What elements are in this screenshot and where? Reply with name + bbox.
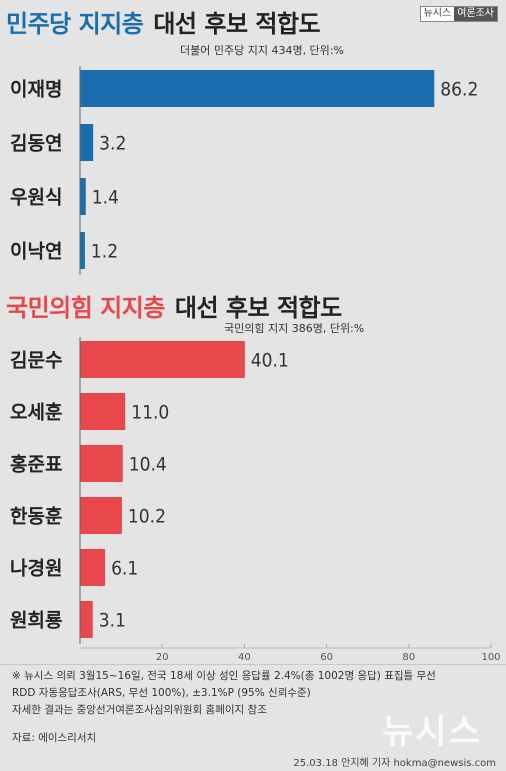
- bottom-x-tick-label: 20: [156, 652, 169, 663]
- bottom-title-party: 국민의힘 지지층: [6, 294, 165, 322]
- bottom-x-tick-label: 60: [320, 652, 333, 663]
- bottom-value-label: 11.0: [131, 402, 169, 424]
- bottom-bar: [80, 445, 123, 482]
- badge-newsis: 뉴시스: [420, 7, 455, 21]
- footnote: ※ 뉴시스 의뢰 3월15~16일, 전국 18세 이상 성인 응답률 2.4%…: [12, 668, 500, 719]
- poll-badge: 뉴시스 여론조사: [419, 6, 498, 22]
- bottom-category-label: 원희룡: [10, 610, 62, 632]
- bottom-value-label: 40.1: [251, 350, 289, 372]
- top-title-rest: 대선 후보 적합도: [153, 10, 321, 38]
- footnote-line: RDD 자동응답조사(ARS, 무선 100%), ±3.1%P (95% 신뢰…: [12, 687, 311, 699]
- bottom-title-rest: 대선 후보 적합도: [174, 294, 342, 322]
- source-text: 자료: 에이스리서치: [12, 732, 97, 744]
- top-chart-title: 민주당 지지층 대선 후보 적합도: [6, 4, 321, 39]
- bottom-category-label: 나경원: [10, 558, 62, 580]
- bottom-category-label: 오세훈: [10, 401, 62, 424]
- top-bar: [80, 232, 85, 269]
- top-value-label: 3.2: [99, 133, 126, 155]
- top-bar: [80, 178, 86, 215]
- top-value-label: 86.2: [440, 79, 478, 101]
- bottom-chart-subtitle: 국민의힘 지지 386명, 단위:%: [224, 322, 365, 335]
- newsis-logo: 뉴시스: [382, 712, 482, 752]
- bottom-x-tick-label: 100: [481, 652, 500, 663]
- top-category-label: 이재명: [10, 79, 62, 101]
- bottom-category-label: 홍준표: [10, 453, 62, 476]
- top-bar: [80, 70, 435, 107]
- top-chart-subtitle: 더불어 민주당 지지 434명, 단위:%: [180, 44, 344, 57]
- bottom-x-tick-label: 40: [238, 652, 251, 663]
- bottom-category-label: 김문수: [10, 350, 62, 372]
- bottom-bar: [80, 341, 245, 378]
- bottom-value-label: 3.1: [99, 610, 126, 632]
- footer-divider: [0, 664, 506, 665]
- top-value-label: 1.4: [92, 187, 119, 209]
- top-bar: [80, 124, 94, 161]
- badge-poll: 여론조사: [454, 7, 497, 21]
- footnote-line: 자세한 결과는 중앙선거여론조사심의위원회 홈페이지 참조: [12, 704, 267, 716]
- bottom-x-tick-label: 80: [402, 652, 415, 663]
- bottom-chart-title: 국민의힘 지지층 대선 후보 적합도: [6, 288, 342, 323]
- bottom-value-label: 10.4: [129, 454, 167, 476]
- top-category-label: 우원식: [10, 187, 62, 209]
- top-value-label: 1.2: [91, 241, 118, 263]
- bottom-bar: [80, 601, 93, 638]
- footnote-line: ※ 뉴시스 의뢰 3월15~16일, 전국 18세 이상 성인 응답률 2.4%…: [12, 670, 436, 682]
- bottom-bar: [80, 549, 106, 586]
- bottom-bar: [80, 393, 126, 430]
- bottom-value-label: 6.1: [111, 558, 138, 580]
- bottom-category-label: 한동훈: [10, 505, 62, 528]
- top-category-label: 이낙연: [10, 241, 62, 263]
- credit-text: 25.03.18 안지혜 기자 hokma@newsis.com: [293, 758, 496, 769]
- top-category-label: 김동연: [10, 133, 62, 155]
- bottom-value-label: 10.2: [128, 506, 166, 528]
- bottom-bar: [80, 497, 122, 534]
- top-title-party: 민주당 지지층: [6, 10, 144, 38]
